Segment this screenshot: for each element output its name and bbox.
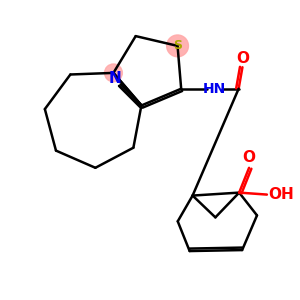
Circle shape [104, 64, 122, 82]
Text: HN: HN [203, 82, 226, 96]
Circle shape [167, 35, 188, 57]
Text: O: O [243, 150, 256, 165]
Text: O: O [236, 51, 249, 66]
Text: OH: OH [268, 187, 294, 202]
Text: S: S [173, 39, 182, 52]
Text: N: N [109, 71, 121, 86]
